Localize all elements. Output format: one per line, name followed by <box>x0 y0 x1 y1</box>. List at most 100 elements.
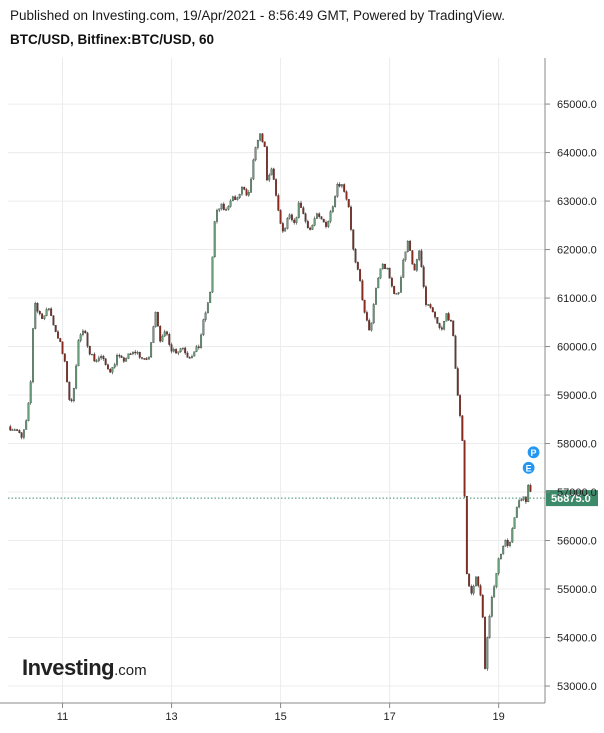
chart-symbol-title: BTC/USD, Bitfinex:BTC/USD, 60 <box>10 32 215 47</box>
candle <box>138 352 141 358</box>
time-axis[interactable]: 11 13 15 17 19 <box>0 702 545 723</box>
candle <box>82 330 84 335</box>
candle <box>18 430 21 433</box>
candle <box>386 267 389 270</box>
last-price-label: 56875.0 <box>551 493 591 505</box>
investing-logo: Investing.com <box>22 655 147 681</box>
candle <box>513 517 516 529</box>
candle <box>131 351 134 355</box>
candle <box>468 573 471 587</box>
candle <box>270 168 273 176</box>
candle <box>225 209 228 211</box>
candle <box>488 616 491 638</box>
candle <box>9 426 12 431</box>
candle <box>493 586 496 598</box>
logo-brand-text: Investing <box>22 655 115 680</box>
candle <box>27 402 30 421</box>
candle <box>293 219 296 223</box>
candle <box>59 338 62 342</box>
candle <box>388 267 391 279</box>
candle <box>338 184 341 187</box>
candle <box>300 202 302 208</box>
x-tick-label: 19 <box>493 711 505 723</box>
candle <box>518 500 521 508</box>
candle <box>38 311 41 315</box>
candle <box>461 415 464 441</box>
candle <box>429 304 432 308</box>
candle <box>118 355 121 357</box>
candle <box>277 195 280 211</box>
candle <box>331 206 334 212</box>
candle <box>268 174 271 181</box>
candle <box>127 353 130 359</box>
candle <box>490 597 493 617</box>
candle <box>234 196 237 200</box>
candle <box>322 218 325 223</box>
candle <box>511 528 514 543</box>
candle <box>247 191 250 196</box>
candle <box>486 637 489 669</box>
candle <box>231 196 234 202</box>
candle <box>275 179 277 196</box>
candle <box>463 440 466 497</box>
candle <box>95 360 98 362</box>
candle <box>25 420 28 430</box>
candle <box>377 277 380 289</box>
grid-lines <box>8 58 545 703</box>
candle <box>91 353 93 356</box>
candle <box>77 340 80 367</box>
candle <box>306 221 309 229</box>
y-tick-label: 64000.0 <box>557 148 597 160</box>
candle <box>147 356 150 360</box>
candle <box>256 140 259 148</box>
candle <box>250 178 253 193</box>
candle <box>420 250 423 268</box>
candle <box>177 351 180 354</box>
candle <box>206 302 209 314</box>
candle <box>52 315 55 326</box>
marker-p-icon[interactable] <box>526 445 541 460</box>
candle <box>465 496 468 575</box>
candle <box>93 353 96 362</box>
y-tick-label: 56000.0 <box>557 536 597 548</box>
candle <box>343 184 346 192</box>
candle <box>141 357 143 359</box>
candle <box>395 293 398 295</box>
candle <box>302 207 305 214</box>
candle <box>375 287 377 305</box>
candle <box>318 213 321 217</box>
candle <box>111 366 114 373</box>
candle <box>370 322 373 331</box>
candle <box>261 133 264 142</box>
event-markers: EP <box>521 445 541 475</box>
candle <box>150 342 153 358</box>
candle <box>168 334 171 345</box>
candle <box>281 223 284 232</box>
candle <box>179 348 182 352</box>
candle <box>431 307 434 313</box>
candle <box>329 211 332 222</box>
candle <box>252 159 255 180</box>
candle <box>402 259 405 278</box>
candle <box>400 277 402 293</box>
candle <box>122 357 125 362</box>
candle <box>70 399 73 402</box>
candle <box>109 369 112 373</box>
candle <box>422 266 425 287</box>
candle <box>11 429 14 431</box>
candle <box>404 251 407 261</box>
candle <box>520 499 523 501</box>
x-tick-label: 11 <box>57 711 68 723</box>
candle <box>22 429 25 438</box>
candle <box>445 313 448 322</box>
candle <box>311 225 314 230</box>
y-tick-label: 63000.0 <box>557 196 597 208</box>
candle <box>350 206 352 230</box>
candle <box>79 334 82 341</box>
candle <box>181 347 184 350</box>
candle <box>393 286 396 294</box>
candle <box>438 323 441 328</box>
price-axis[interactable]: 53000.0 54000.0 55000.0 56000.0 57000.0 58000… <box>544 58 597 703</box>
marker-e-icon[interactable] <box>521 460 536 475</box>
candle <box>336 184 339 197</box>
